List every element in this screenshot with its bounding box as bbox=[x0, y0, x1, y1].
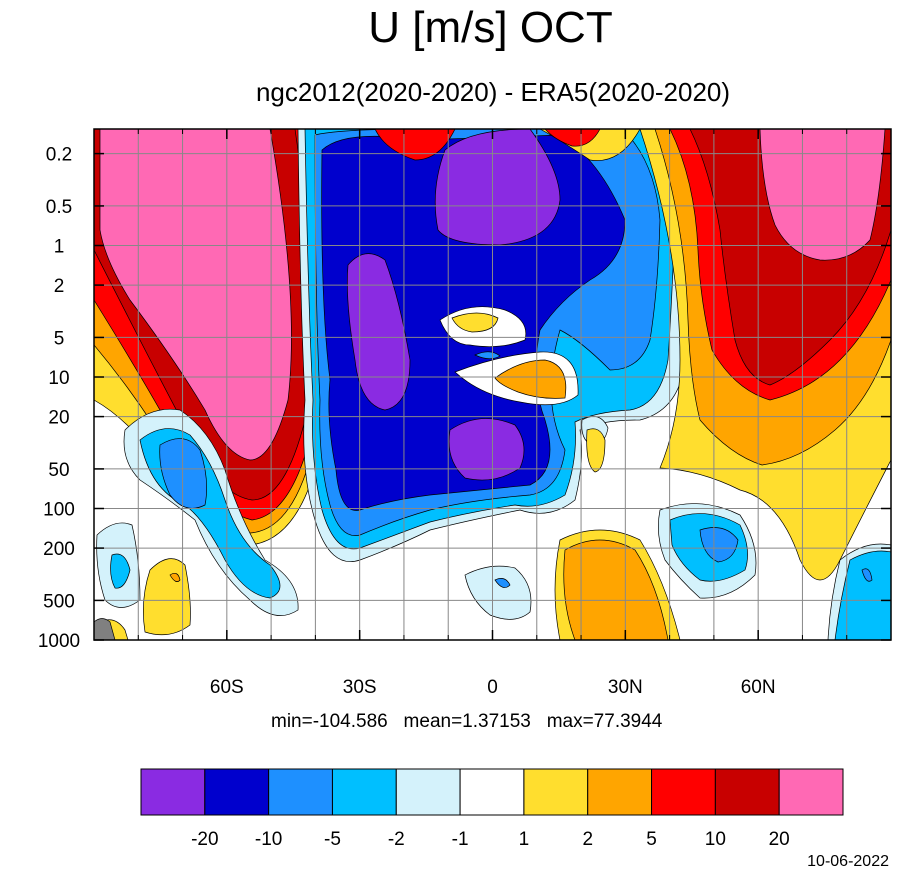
x-tick-label: 60S bbox=[210, 677, 244, 698]
y-tick-label: 0.5 bbox=[46, 197, 72, 218]
colorbar-label: 2 bbox=[582, 829, 593, 850]
colorbar-swatch bbox=[140, 768, 206, 816]
nh-sub-orange bbox=[563, 539, 669, 640]
colorbar-label: -1 bbox=[452, 829, 469, 850]
colorbar-swatch bbox=[651, 768, 716, 816]
grid-lines bbox=[94, 129, 891, 641]
y-tick-label: 50 bbox=[48, 460, 69, 481]
nh-low-blue bbox=[699, 527, 739, 563]
y-axis: 0.2 0.5 1 2 5 10 20 50 100 200 500 1000 bbox=[38, 145, 891, 652]
colorbar-label: -2 bbox=[388, 829, 405, 850]
eq-low-yellow bbox=[586, 428, 606, 473]
plot-date: 10-06-2022 bbox=[807, 853, 889, 870]
sh-surface-cyan bbox=[110, 553, 131, 589]
upper-arc-red2 bbox=[544, 129, 601, 147]
x-tick-label: 30N bbox=[608, 677, 643, 698]
y-tick-label: 500 bbox=[43, 591, 75, 612]
colorbar-label: -10 bbox=[255, 829, 282, 850]
nh-jet-pink bbox=[759, 129, 886, 261]
colorbar-swatch bbox=[587, 768, 653, 816]
colorbar: -20 -10 -5 -2 -1 1 2 5 10 20 bbox=[140, 768, 844, 850]
colorbar-label: -5 bbox=[324, 829, 341, 850]
colorbar-label: 20 bbox=[769, 829, 790, 850]
tropic-orange-band bbox=[494, 359, 567, 399]
x-tick-label: 0 bbox=[487, 677, 498, 698]
colorbar-swatch bbox=[268, 768, 333, 816]
y-tick-label: 1000 bbox=[38, 631, 80, 652]
upper-arc-red bbox=[374, 129, 456, 161]
y-tick-label: 0.2 bbox=[46, 145, 72, 166]
tropic-purple-lower bbox=[448, 418, 525, 481]
nh-surface-blue bbox=[861, 568, 873, 582]
contour-field bbox=[94, 129, 891, 640]
y-tick-label: 20 bbox=[48, 408, 69, 429]
chart-subtitle: ngc2012(2020-2020) - ERA5(2020-2020) bbox=[255, 77, 731, 107]
colorbar-label: -20 bbox=[191, 829, 218, 850]
colorbar-swatch bbox=[714, 768, 780, 816]
tropic-lightblue-dot bbox=[474, 351, 501, 360]
y-tick-label: 2 bbox=[54, 276, 65, 297]
y-tick-label: 5 bbox=[54, 328, 65, 349]
y-tick-label: 10 bbox=[48, 368, 69, 389]
y-tick-label: 1 bbox=[54, 237, 65, 258]
colorbar-swatch bbox=[395, 768, 461, 816]
x-tick-label: 60N bbox=[741, 677, 776, 698]
nh-surface-cyan bbox=[834, 550, 891, 640]
colorbar-label: 1 bbox=[519, 829, 530, 850]
sh-surface-orange bbox=[169, 573, 181, 582]
colorbar-swatch bbox=[778, 768, 844, 816]
colorbar-swatch bbox=[459, 768, 525, 816]
eq-low-blue bbox=[494, 578, 511, 588]
x-axis: 60S 30S 0 30N 60N bbox=[137, 129, 848, 698]
colorbar-swatch bbox=[331, 768, 397, 816]
y-tick-label: 200 bbox=[43, 539, 75, 560]
terrain-missing bbox=[94, 618, 116, 640]
stats-line: min=-104.586 mean=1.37153 max=77.3944 bbox=[271, 711, 663, 732]
tropic-purple-upper bbox=[434, 129, 561, 246]
eq-low-lightblue bbox=[464, 565, 532, 620]
colorbar-label: 10 bbox=[705, 829, 726, 850]
tropic-yellow-notch bbox=[451, 312, 499, 333]
colorbar-label: 5 bbox=[646, 829, 657, 850]
colorbar-swatch bbox=[523, 768, 589, 816]
x-tick-label: 30S bbox=[343, 677, 377, 698]
colorbar-swatch bbox=[204, 768, 270, 816]
sh-low-blue bbox=[159, 438, 207, 509]
y-tick-label: 100 bbox=[43, 500, 75, 521]
sh-surface-yellow bbox=[143, 558, 191, 636]
chart-title: U [m/s] OCT bbox=[368, 3, 613, 52]
